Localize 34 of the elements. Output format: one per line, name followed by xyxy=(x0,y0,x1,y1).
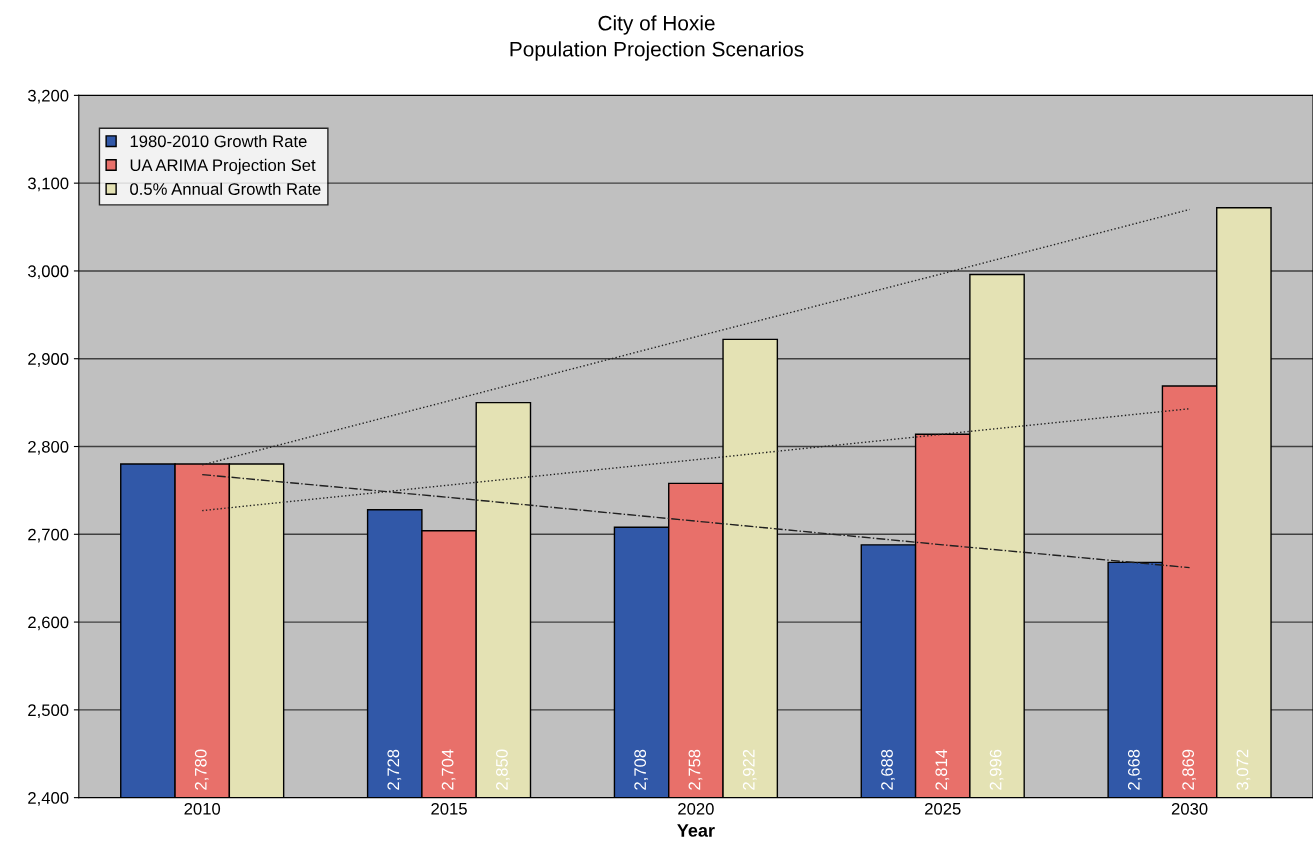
x-tick-label: 2020 xyxy=(678,802,714,815)
y-tick-label: 3,100 xyxy=(27,177,69,192)
y-tick-label: 3,000 xyxy=(27,265,69,280)
data-label: 3,072 xyxy=(1236,749,1251,790)
data-label: 2,728 xyxy=(387,749,402,790)
data-label: 2,922 xyxy=(742,749,757,790)
data-label: 2,758 xyxy=(688,749,703,790)
y-tick-label: 2,800 xyxy=(28,440,69,455)
data-label: 2,869 xyxy=(1182,749,1197,790)
legend-label: 1980-2010 Growth Rate xyxy=(130,134,307,148)
data-label: 2,780 xyxy=(194,749,209,790)
legend-label: 0.5% Annual Growth Rate xyxy=(130,182,321,195)
chart-title: City of Hoxie xyxy=(598,15,715,35)
x-axis-title: Year xyxy=(677,824,715,837)
y-tick-label: 2,400 xyxy=(28,792,69,806)
x-tick-label: 2010 xyxy=(184,802,221,815)
data-label: 2,850 xyxy=(496,749,510,790)
data-label: 2,704 xyxy=(441,749,456,790)
x-tick-label: 2025 xyxy=(925,802,961,815)
data-label: 2,996 xyxy=(989,749,1004,790)
y-tick-label: 2,700 xyxy=(28,528,69,543)
y-tick-label: 2,900 xyxy=(28,353,69,367)
y-tick-label: 3,200 xyxy=(27,89,69,104)
chart-subtitle: Population Projection Scenarios xyxy=(510,41,804,61)
y-tick-label: 2,500 xyxy=(28,704,69,719)
y-tick-label: 2,600 xyxy=(28,616,69,631)
data-label: 2,814 xyxy=(935,749,950,790)
data-label: 2,688 xyxy=(881,749,895,790)
data-label: 2,708 xyxy=(634,749,649,790)
x-tick-label: 2015 xyxy=(431,802,467,815)
x-tick-label: 2030 xyxy=(1171,802,1208,815)
line-series xyxy=(201,208,1191,466)
legend-label: UA ARIMA Projection Set xyxy=(130,158,316,175)
data-label: 2,668 xyxy=(1127,749,1142,790)
